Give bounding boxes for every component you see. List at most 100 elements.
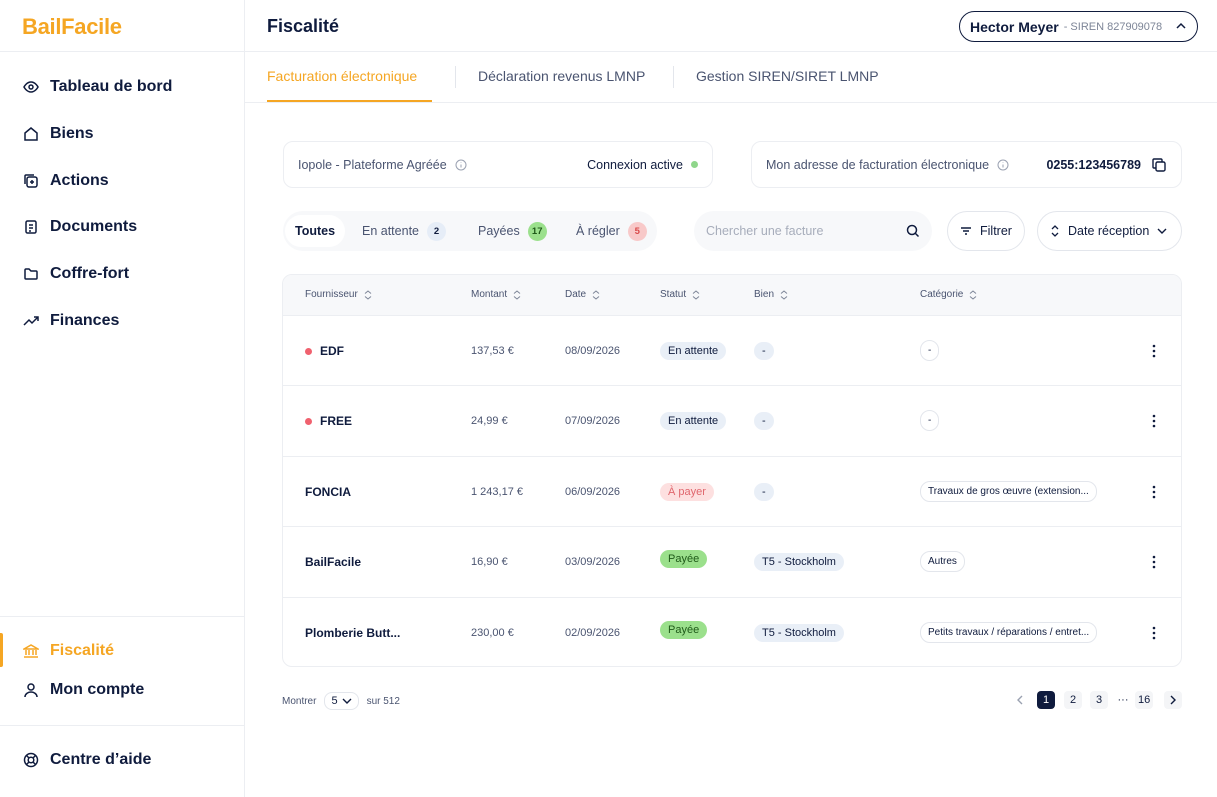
sidebar-item-biens[interactable]: Biens [22,121,94,147]
category-badge[interactable]: - [920,340,940,361]
more-options-icon[interactable] [1149,625,1159,641]
sort-button[interactable]: Date réception [1037,211,1182,251]
property-badge[interactable]: - [754,483,774,501]
user-menu-button[interactable]: Hector Meyer - SIREN 827909078 [959,11,1198,42]
supplier-name: EDF [320,344,344,358]
column-header-statut[interactable]: Statut [660,289,700,300]
column-label: Statut [660,289,687,300]
column-header-fournisseur[interactable]: Fournisseur [305,289,372,300]
address-label: Mon adresse de facturation électronique [766,157,990,172]
column-header-bien[interactable]: Bien [754,289,788,300]
column-header-montant[interactable]: Montant [471,289,521,300]
property-badge[interactable]: - [754,412,774,430]
sidebar-item-label: Coffre-fort [50,265,130,282]
divider [455,66,456,88]
divider [0,616,245,617]
prev-page-button[interactable] [1011,691,1029,709]
sidebar-item-tableau-de-bord[interactable]: Tableau de bord [22,74,172,100]
copy-icon[interactable] [1151,157,1167,173]
filter-en-attente[interactable]: En attente 2 [352,215,456,247]
eye-icon [22,78,40,96]
tab-facturation-electronique[interactable]: Facturation électronique [267,68,418,84]
date-cell: 03/09/2026 [565,556,621,568]
page-title: Fiscalité [267,16,340,36]
active-indicator [0,633,3,667]
filter-label: Payées [478,224,520,238]
date-cell: 07/09/2026 [565,415,621,427]
category-badge[interactable]: Travaux de gros œuvre (extension... [920,481,1097,502]
more-options-icon[interactable] [1149,554,1159,570]
supplier-cell: BailFacile [305,555,361,569]
sidebar-item-finances[interactable]: Finances [22,308,119,334]
info-icon[interactable] [997,159,1009,171]
search-box [694,211,932,251]
column-header-date[interactable]: Date [565,289,600,300]
page-button[interactable]: 3 [1090,691,1108,709]
sidebar-item-mon-compte[interactable]: Mon compte [22,677,144,703]
sidebar: BailFacile Tableau de bord Biens Actions… [0,0,245,797]
platform-name: Iopole - Plateforme Agréée [298,157,447,172]
page-button[interactable]: 1 [1037,691,1055,709]
search-icon[interactable] [906,224,920,238]
tab-gestion-siren-siret-lmnp[interactable]: Gestion SIREN/SIRET LMNP [696,68,879,84]
sidebar-item-actions[interactable]: Actions [22,168,109,194]
more-options-icon[interactable] [1149,413,1159,429]
table-row[interactable]: Plomberie Butt... 230,00 € 02/09/2026 Pa… [283,597,1181,666]
filter-label: À régler [576,224,620,238]
column-header-categorie[interactable]: Catégorie [920,289,977,300]
category-badge[interactable]: Petits travaux / réparations / entret... [920,622,1098,643]
filter-toutes[interactable]: Toutes [285,215,346,247]
category-badge[interactable]: - [920,410,940,431]
page-button[interactable]: 16 [1135,691,1154,709]
count-badge: 17 [527,221,547,241]
info-icon[interactable] [455,159,467,171]
divider [245,51,1217,52]
unread-dot [305,347,312,355]
show-label: Montrer [282,695,317,707]
chevron-left-icon [1017,695,1023,705]
sidebar-item-documents[interactable]: Documents [22,214,137,240]
bank-icon [22,642,40,660]
table-row[interactable]: FONCIA 1 243,17 € 06/09/2026 À payer - T… [283,456,1181,526]
page-ellipsis: ··· [1117,694,1129,706]
search-input[interactable] [706,224,896,238]
sidebar-item-coffre-fort[interactable]: Coffre-fort [22,261,129,287]
chevron-down-icon [1157,228,1167,234]
sidebar-item-label: Mon compte [50,681,145,698]
sidebar-item-fiscalite[interactable]: Fiscalité [22,638,114,664]
supplier-cell: FREE [305,414,352,428]
property-badge[interactable]: T5 - Stockholm [754,553,844,571]
property-badge[interactable]: T5 - Stockholm [754,624,844,642]
app-logo[interactable]: BailFacile [22,14,122,39]
sort-icon [592,289,600,300]
add-square-icon [22,172,40,190]
page-size-control: Montrer 5 sur 512 [282,692,400,710]
filter-a-regler[interactable]: À régler 5 [566,215,657,247]
user-icon [22,681,40,699]
table-row[interactable]: EDF 137,53 € 08/09/2026 En attente - - [283,315,1181,385]
page-size-value: 5 [331,695,338,707]
total-label: sur 512 [366,695,400,707]
next-page-button[interactable] [1164,691,1182,709]
sidebar-item-label: Fiscalité [50,642,115,659]
filter-payees[interactable]: Payées 17 [468,215,557,247]
property-badge[interactable]: - [754,342,774,360]
more-options-icon[interactable] [1149,484,1159,500]
column-label: Fournisseur [305,289,358,300]
supplier-cell: Plomberie Butt... [305,626,400,640]
unread-dot [305,417,312,425]
page-button[interactable]: 2 [1064,691,1082,709]
more-options-icon[interactable] [1149,343,1159,359]
tab-declaration-revenus-lmnp[interactable]: Déclaration revenus LMNP [478,68,646,84]
sidebar-item-centre-aide[interactable]: Centre d’aide [22,747,151,773]
chevron-right-icon [1170,695,1176,705]
amount-cell: 24,99 € [471,415,508,427]
table-row[interactable]: FREE 24,99 € 07/09/2026 En attente - - [283,385,1181,455]
table-row[interactable]: BailFacile 16,90 € 03/09/2026 Payée T5 -… [283,526,1181,596]
filter-button[interactable]: Filtrer [947,211,1025,251]
trend-icon [22,312,40,330]
page-size-select[interactable]: 5 [324,692,359,710]
category-badge[interactable]: Autres [920,551,965,572]
platform-card: Iopole - Plateforme Agréée Connexion act… [283,141,713,188]
active-tab-indicator [267,100,432,102]
